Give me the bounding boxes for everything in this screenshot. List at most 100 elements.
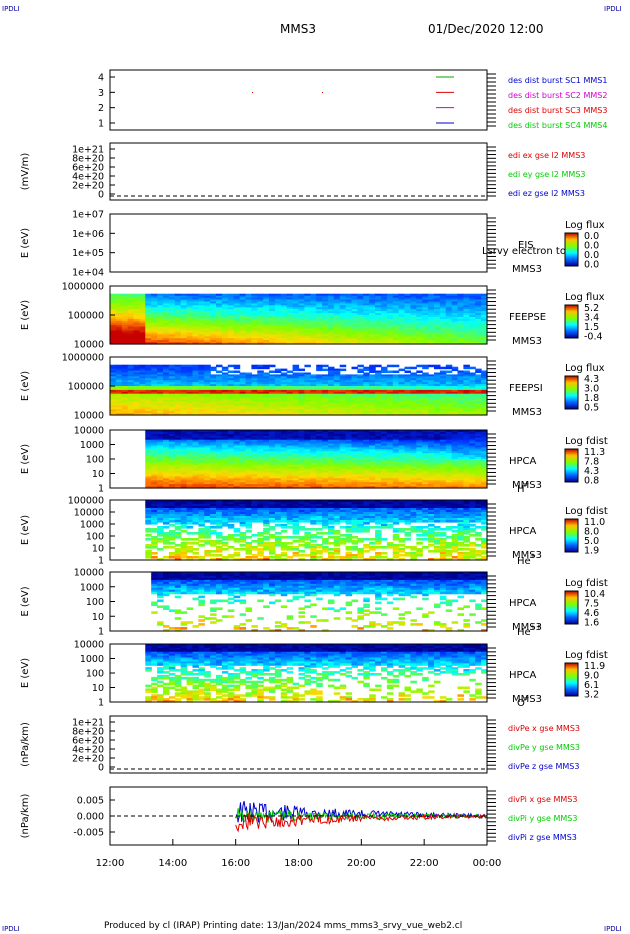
hpca_h-heatmap-cell [180,443,188,446]
feepse-heatmap-cell [115,316,123,320]
feepse-heatmap-cell [286,307,294,310]
feepse-heatmap-cell [198,313,205,316]
feepse-heatmap-cell [457,297,464,301]
feepsi-heatmap-cell [151,395,158,399]
feepse-heatmap-cell [369,301,376,304]
feepsi-heatmap-cell [357,382,364,385]
feepsi-heatmap-cell [375,376,382,379]
hpca_h-heatmap-cell [398,472,406,475]
hpca_h-heatmap-cell [304,459,311,462]
hpca_h-heatmap-cell [381,468,388,472]
hpca_h-heatmap-cell [434,476,441,479]
feepsi-heatmap-cell [457,397,464,401]
hpca_h-heatmap-cell [198,457,205,460]
feepse-heatmap-cell [322,338,329,341]
feepsi-heatmap-cell [221,399,229,402]
feepsi-heatmap-cell [310,380,317,383]
hpca_h-heatmap-cell [345,474,353,477]
feepse-heatmap-cell [322,299,329,302]
feepsi-heatmap-cell [163,399,170,402]
feepse-heatmap-cell [192,320,199,324]
hpca_h-heatmap-cell [375,433,382,437]
feepse-heatmap-cell [333,313,341,316]
hpca_h-heatmap-cell [363,474,370,477]
feepsi-heatmap-cell [174,401,182,404]
feepsi-heatmap-cell [198,374,205,377]
feepsi-heatmap-cell [375,411,382,414]
hpca_h-heatmap-cell [351,437,358,441]
feepsi-heatmap-cell [280,411,288,414]
feepse-heatmap-cell [139,307,146,310]
hpca_h-heatmap-cell [263,466,270,470]
hpca_h-heatmap-cell [274,478,282,481]
feepsi-heatmap-cell [404,393,411,397]
feepsi-heatmap-cell [328,413,335,416]
feepse-heatmap-cell [428,336,435,339]
feepse-heatmap-cell [210,340,217,343]
hpca_h-heatmap-cell [274,430,282,433]
hpca_h-heatmap-cell [428,472,435,475]
feepse-heatmap-cell [216,297,223,301]
feepse-heatmap-cell [416,332,423,335]
feepse-heatmap-cell [139,316,146,320]
feepse-heatmap-cell [151,338,158,341]
feepse-heatmap-cell [110,322,117,326]
feepse-heatmap-cell [339,295,347,299]
hpca_h-heatmap-cell [186,462,194,466]
feepsi-heatmap-cell [410,380,417,383]
feepse-heatmap-cell [304,320,311,324]
feepse-heatmap-cell [351,293,358,297]
feepse-heatmap-cell [457,303,464,306]
hpca_h-heatmap-cell [180,455,188,458]
feepsi-heatmap-cell [434,389,441,393]
hpca_h-heatmap-cell [416,441,423,445]
feepse-heatmap-cell [263,297,270,301]
hpca_h-heatmap-cell [239,470,247,474]
feepsi-heatmap-cell [280,380,288,383]
hpca_h-heatmap-cell [457,430,464,433]
feepsi-heatmap-cell [469,405,476,408]
feepsi-heatmap-cell [386,407,394,410]
feepsi-heatmap-cell [198,399,205,402]
feepsi-heatmap-cell [404,370,411,373]
feepsi-heatmap-cell [286,403,294,406]
feepse-heatmap-cell [328,293,335,297]
hpca_h-heatmap-cell [168,445,176,448]
feepsi-heatmap-cell [298,399,305,402]
feepse-heatmap-cell [422,299,429,302]
feepse-heatmap-cell [475,309,482,312]
feepsi-heatmap-cell [428,376,435,379]
feepsi-heatmap-cell [369,411,376,414]
feepse-heatmap-cell [398,305,406,308]
feepse-heatmap-cell [233,322,241,326]
hpca_h-heatmap-cell [310,459,317,462]
feepse-heatmap-cell [151,326,158,330]
hpca_h-heatmap-cell [168,470,176,474]
hpca_h-heatmap-cell [445,480,453,483]
feepsi-heatmap-cell [416,384,423,387]
feepse-heatmap-cell [410,338,417,341]
feepsi-heatmap-cell [227,407,235,410]
hpca_h-heatmap-cell [381,435,388,439]
hpca_h-heatmap-cell [163,453,170,456]
hpca_h-heatmap-cell [151,482,158,485]
hpca_h-heatmap-cell [192,433,199,437]
hpca_h-heatmap-cell [434,435,441,439]
feepse-heatmap-cell [180,334,188,337]
feepse-heatmap-cell [475,307,482,310]
feepse-heatmap-cell [463,322,470,326]
feepse-heatmap-cell [386,309,394,312]
feepsi-heatmap-cell [257,370,264,373]
feepse-heatmap-cell [269,332,276,335]
feepse-heatmap-cell [204,328,211,331]
hpca_h-heatmap-cell [263,472,270,475]
feepse-heatmap-cell [163,332,170,335]
feepsi-heatmap-cell [392,405,400,408]
hpca_h-heatmap-cell [198,430,205,433]
hpca_h-heatmap-cell [186,484,194,487]
hpca_h-heatmap-cell [386,480,394,483]
feepsi-heatmap-cell [269,386,276,389]
feepse-heatmap-cell [286,324,294,328]
feepsi-heatmap-cell [434,380,441,383]
hpca_h-heatmap-cell [286,464,294,468]
